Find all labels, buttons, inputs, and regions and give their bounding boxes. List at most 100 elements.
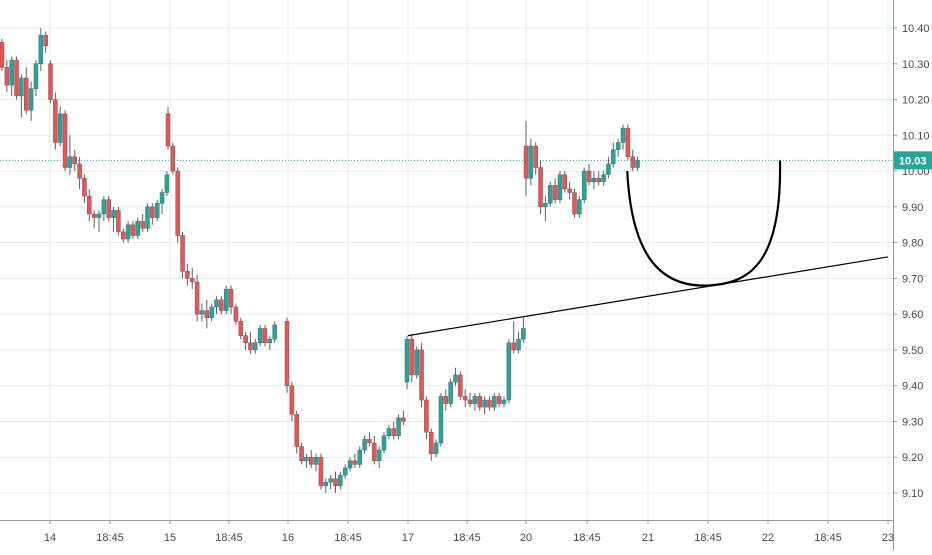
price-tick-label: 9.10 <box>902 488 923 500</box>
candle-body <box>309 456 314 465</box>
candle-body <box>533 145 538 168</box>
candle-body <box>492 396 497 408</box>
price-tick-label: 9.40 <box>902 381 923 393</box>
candle-body <box>352 460 358 465</box>
price-tick-label: 10.30 <box>902 59 930 71</box>
candle-body <box>24 77 29 111</box>
price-tick-label: 9.80 <box>902 238 923 250</box>
candle-body <box>101 199 107 215</box>
candle-body <box>299 446 304 462</box>
candle-body <box>438 396 444 444</box>
price-tick-label: 9.50 <box>902 345 923 357</box>
candle-body <box>381 435 387 451</box>
candle-body <box>19 77 24 97</box>
candle-body <box>611 149 616 165</box>
candle-body <box>154 203 160 218</box>
candle-body <box>318 456 324 487</box>
candle-body <box>223 288 229 311</box>
candle-body <box>62 113 68 168</box>
candle-body <box>401 417 406 422</box>
candle-body <box>267 338 273 344</box>
candle-body <box>4 67 10 86</box>
candle-body <box>386 428 392 437</box>
time-tick-label: 21 <box>642 532 654 544</box>
candle-body <box>284 321 290 386</box>
candle-body <box>448 381 453 404</box>
candle-body <box>572 192 577 215</box>
time-tick-label: 18:45 <box>96 532 124 544</box>
candle-body <box>477 396 482 408</box>
time-tick-label: 14 <box>44 532 56 544</box>
candle-body <box>159 192 165 204</box>
candle-body <box>14 59 19 97</box>
cup-drawing <box>626 160 782 287</box>
candle-body <box>409 338 415 376</box>
candle-body <box>175 170 180 236</box>
candle-body <box>620 127 626 143</box>
candle-body <box>501 399 507 404</box>
candle-body <box>209 306 214 318</box>
candle-body <box>357 449 362 465</box>
time-tick-label: 16 <box>282 532 294 544</box>
grid <box>0 0 893 520</box>
candle-body <box>67 156 73 168</box>
candle-body <box>528 145 534 179</box>
candle-body <box>165 113 171 147</box>
candle-body <box>199 310 205 315</box>
time-tick-label: 23 <box>882 532 894 544</box>
candle-body <box>233 306 239 322</box>
candle-body <box>253 342 258 351</box>
candle-body <box>516 338 521 351</box>
candle-body <box>419 349 424 401</box>
candle-body <box>567 188 572 193</box>
candle-body <box>96 213 102 218</box>
candle-body <box>140 220 145 229</box>
price-axis[interactable]: 9.10 9.20 9.30 9.40 9.50 9.60 9.70 9.80 9.90 10.0… <box>893 0 932 550</box>
candle-body <box>323 482 329 487</box>
candle-body <box>591 177 597 183</box>
time-tick-label: 17 <box>402 532 414 544</box>
candle-body <box>38 34 44 65</box>
time-tick-label: 20 <box>520 532 532 544</box>
candle-body <box>548 185 553 204</box>
candle-body <box>214 299 219 308</box>
candle-body <box>91 213 97 218</box>
candle-body <box>33 63 39 90</box>
candle-body <box>367 439 372 444</box>
candle-body <box>472 396 478 404</box>
candle-body <box>130 224 136 236</box>
price-tick-label: 9.90 <box>902 202 923 214</box>
candle-body <box>53 99 58 143</box>
time-axis[interactable]: 14 18:45 15 18:45 16 18:45 17 18:45 20 18:45 21 18:… <box>0 520 894 544</box>
candle-body <box>185 270 190 279</box>
candle-body <box>338 474 343 487</box>
price-tick-label: 9.30 <box>902 416 923 428</box>
candle-body <box>635 160 640 168</box>
candle-body <box>289 385 295 415</box>
candle-body <box>164 174 170 193</box>
candle-body <box>219 299 224 311</box>
candle-body <box>43 34 48 47</box>
candle-series <box>0 28 640 493</box>
candle-body <box>262 328 268 344</box>
candle-body <box>106 199 111 218</box>
candle-body <box>443 396 449 404</box>
candle-body <box>596 177 601 183</box>
candle-body <box>72 156 77 165</box>
price-tick-label: 9.60 <box>902 309 923 321</box>
price-tick-label: 10.40 <box>902 23 930 35</box>
candle-body <box>170 145 176 172</box>
candle-body <box>562 174 568 190</box>
candle-body <box>194 281 200 315</box>
time-tick-label: 18:45 <box>453 532 481 544</box>
candle-body <box>204 310 210 318</box>
candle-body <box>552 185 558 200</box>
candle-body <box>538 167 543 208</box>
candle-body <box>482 399 487 408</box>
candle-body <box>506 342 512 401</box>
candle-body <box>180 235 185 272</box>
time-tick-label: 18:45 <box>573 532 601 544</box>
candle-body <box>487 399 492 408</box>
